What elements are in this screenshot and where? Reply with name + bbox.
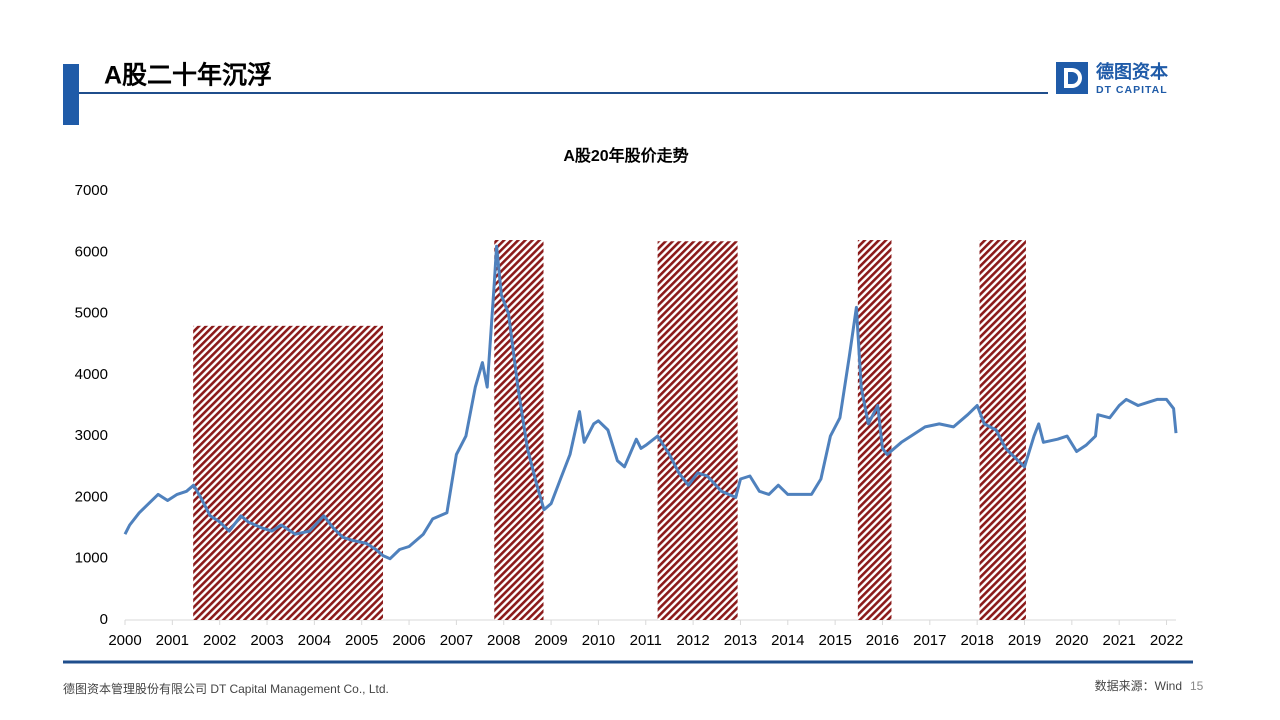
shaded-period [857,240,892,620]
y-tick-label: 3000 [75,427,108,444]
x-tick-label: 2022 [1150,632,1183,649]
x-tick-label: 2011 [630,632,662,649]
x-tick-label: 2012 [676,632,709,649]
shaded-period [979,240,1026,620]
x-tick-label: 2013 [724,632,757,649]
x-tick-label: 2018 [960,632,993,649]
x-tick-label: 2021 [1103,632,1136,649]
x-tick-label: 2000 [108,632,141,649]
x-tick-label: 2010 [582,632,615,649]
logo-d [1064,68,1082,88]
x-tick-label: 2009 [534,632,567,649]
y-tick-label: 0 [100,611,108,628]
page-number: 15 [1190,679,1204,693]
footer-source: 数据来源：Wind [1095,678,1182,693]
x-tick-label: 2017 [913,632,946,649]
y-tick-label: 5000 [75,305,108,322]
x-tick-label: 2014 [771,632,804,649]
x-tick-label: 2003 [250,632,283,649]
y-tick-label: 4000 [75,366,108,383]
x-tick-label: 2004 [298,632,331,649]
price-line [123,244,1178,561]
logo: 德图资本 DT CAPITAL [1056,61,1168,96]
x-tick-label: 2008 [487,632,520,649]
logo-en: DT CAPITAL [1096,84,1168,96]
logo-cn: 德图资本 [1096,61,1168,82]
x-tick-label: 2016 [866,632,899,649]
chart-title: A股20年股价走势 [563,146,688,165]
x-tick-label: 2007 [440,632,473,649]
shaded-period [193,325,384,620]
y-tick-label: 6000 [75,243,108,260]
x-tick-label: 2005 [345,632,378,649]
shaded-period [657,241,738,621]
x-tick-label: 2001 [156,632,189,649]
x-tick-label: 2002 [203,632,236,649]
x-tick-label: 2019 [1008,632,1041,649]
plot: 0 1000 2000 3000 4000 5000 6000 7000 2000 2001 200… [75,182,1184,649]
x-tick-label: 2015 [818,632,851,649]
footer-company: 德图资本管理股份有限公司 DT Capital Management Co., … [63,681,389,696]
y-tick-label: 1000 [75,550,108,567]
y-tick-label: 7000 [75,182,108,199]
x-tick-label: 2006 [392,632,425,649]
header-accent [63,64,79,125]
slide-title: A股二十年沉浮 [104,61,272,90]
y-tick-label: 2000 [75,488,108,505]
logo-mark [1056,62,1088,94]
x-tick-label: 2020 [1055,632,1088,649]
shaded-period [494,240,544,620]
